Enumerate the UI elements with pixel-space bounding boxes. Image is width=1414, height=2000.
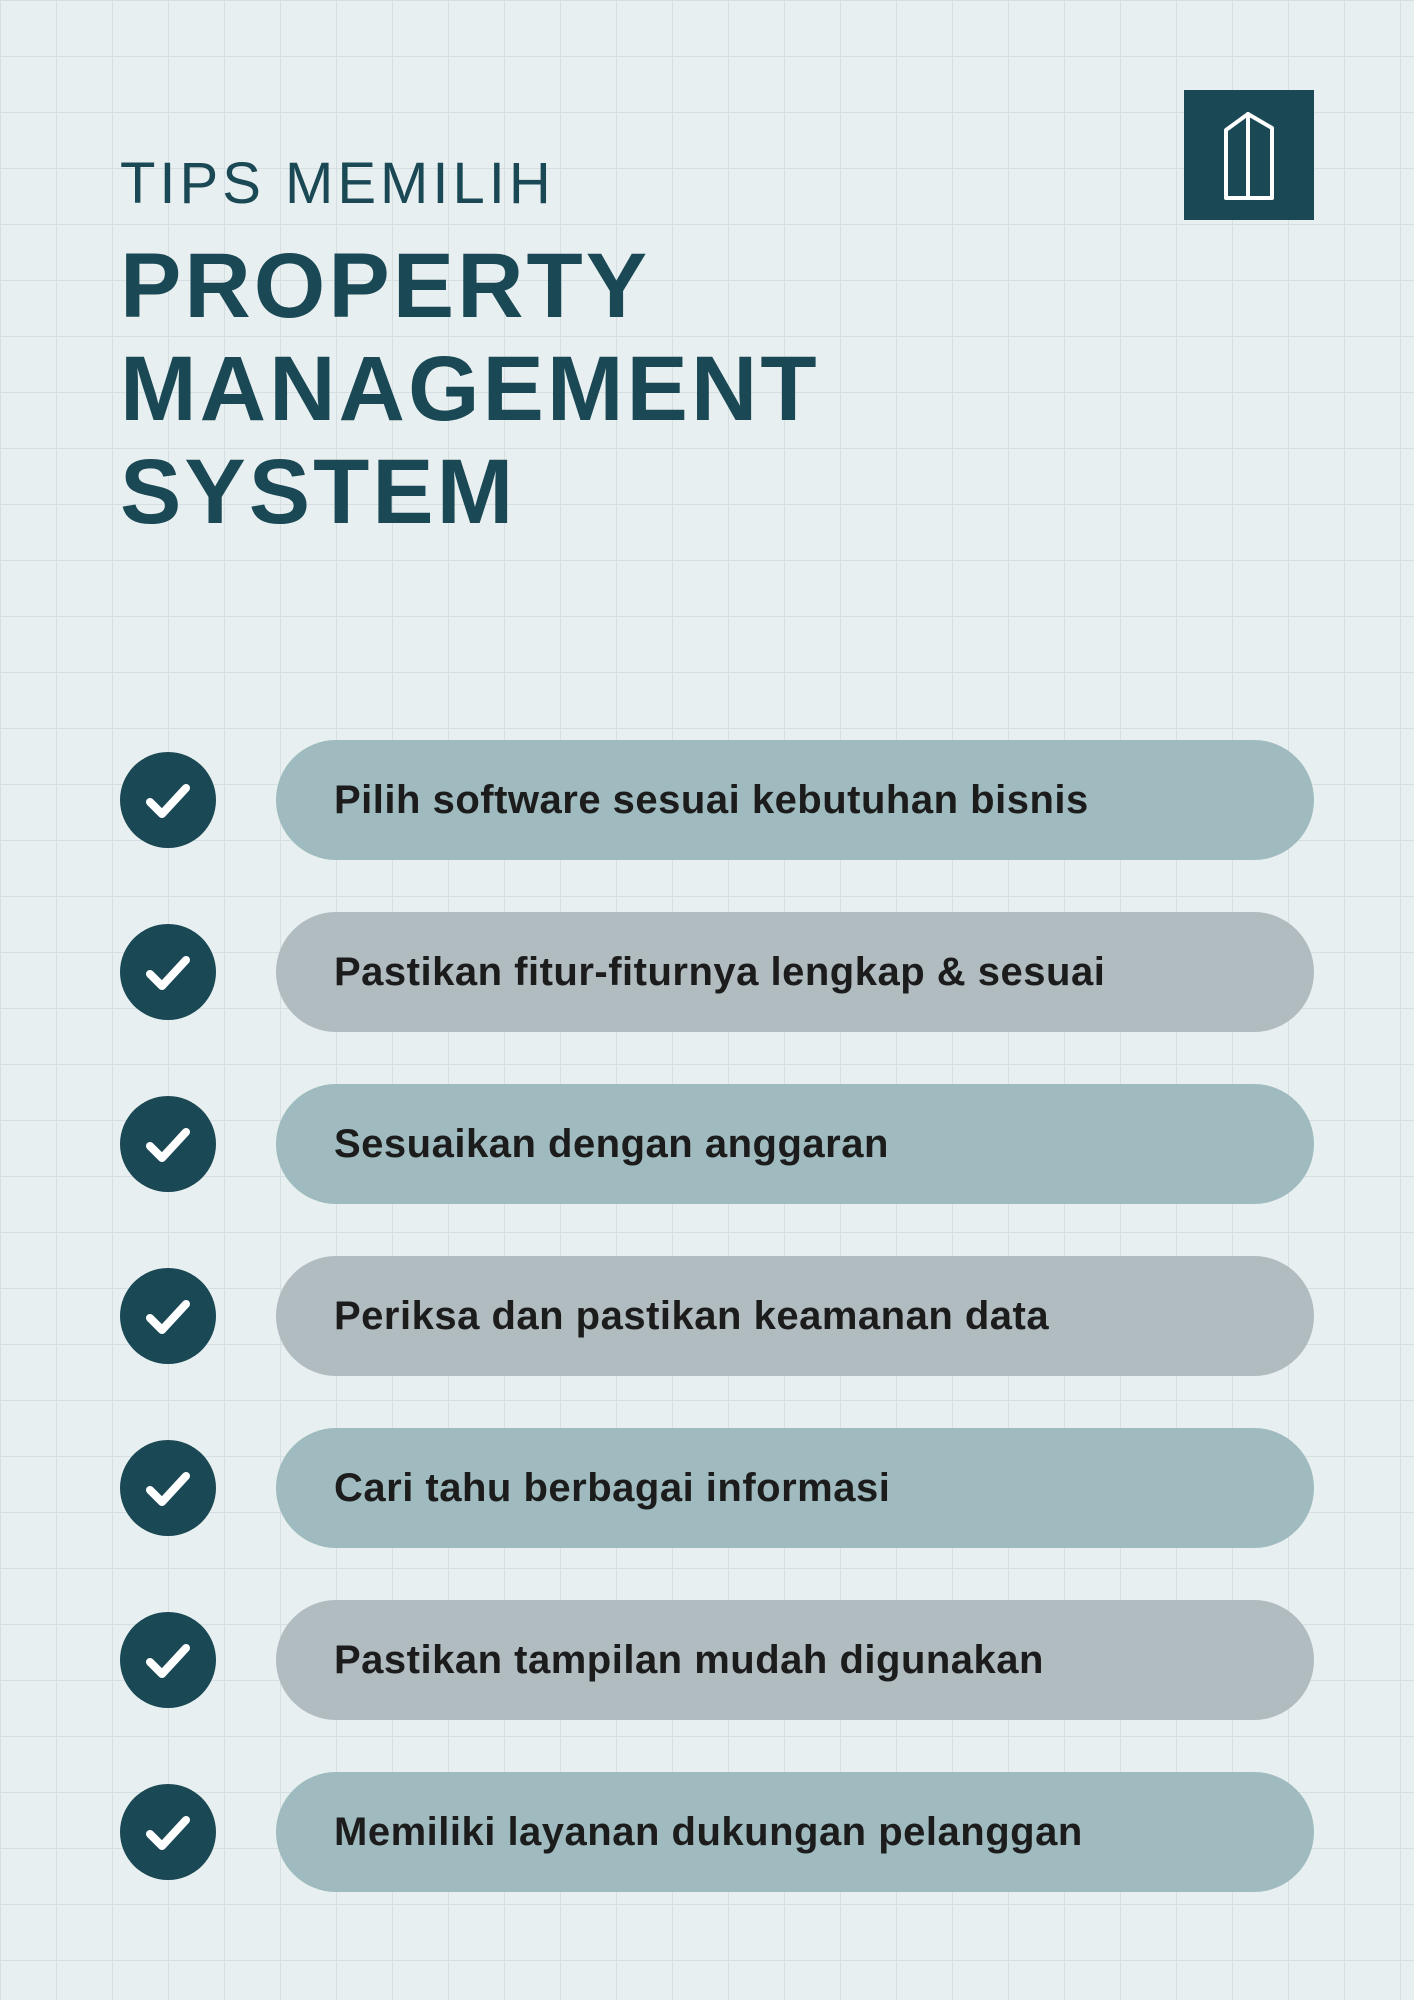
check-icon [120,1612,216,1708]
list-item: Pastikan tampilan mudah digunakan [120,1600,1314,1720]
check-icon [120,924,216,1020]
check-icon [120,1784,216,1880]
tip-text: Cari tahu berbagai informasi [334,1466,890,1511]
tip-pill: Cari tahu berbagai informasi [276,1428,1314,1548]
tip-pill: Pastikan tampilan mudah digunakan [276,1600,1314,1720]
list-item: Cari tahu berbagai informasi [120,1428,1314,1548]
page-title: PROPERTY MANAGEMENT SYSTEM [120,235,820,544]
tip-text: Pastikan tampilan mudah digunakan [334,1638,1044,1683]
tip-text: Pilih software sesuai kebutuhan bisnis [334,778,1089,823]
brand-logo [1184,90,1314,220]
tip-pill: Pastikan fitur-fiturnya lengkap & sesuai [276,912,1314,1032]
list-item: Pilih software sesuai kebutuhan bisnis [120,740,1314,860]
tip-pill: Memiliki layanan dukungan pelanggan [276,1772,1314,1892]
list-item: Pastikan fitur-fiturnya lengkap & sesuai [120,912,1314,1032]
list-item: Memiliki layanan dukungan pelanggan [120,1772,1314,1892]
tip-text: Sesuaikan dengan anggaran [334,1122,889,1167]
tip-pill: Sesuaikan dengan anggaran [276,1084,1314,1204]
check-icon [120,1096,216,1192]
title-line-1: PROPERTY [120,235,820,338]
tip-text: Periksa dan pastikan keamanan data [334,1294,1049,1339]
page-subtitle: TIPS MEMILIH [120,150,820,217]
title-line-2: MANAGEMENT [120,338,820,441]
tip-text: Memiliki layanan dukungan pelanggan [334,1810,1083,1855]
page-header: TIPS MEMILIH PROPERTY MANAGEMENT SYSTEM [120,150,820,544]
list-item: Periksa dan pastikan keamanan data [120,1256,1314,1376]
title-line-3: SYSTEM [120,441,820,544]
tip-pill: Periksa dan pastikan keamanan data [276,1256,1314,1376]
list-item: Sesuaikan dengan anggaran [120,1084,1314,1204]
check-icon [120,1268,216,1364]
check-icon [120,1440,216,1536]
tip-pill: Pilih software sesuai kebutuhan bisnis [276,740,1314,860]
check-icon [120,752,216,848]
building-icon [1214,110,1284,200]
tips-list: Pilih software sesuai kebutuhan bisnis Pa… [120,740,1314,1892]
tip-text: Pastikan fitur-fiturnya lengkap & sesuai [334,950,1105,995]
